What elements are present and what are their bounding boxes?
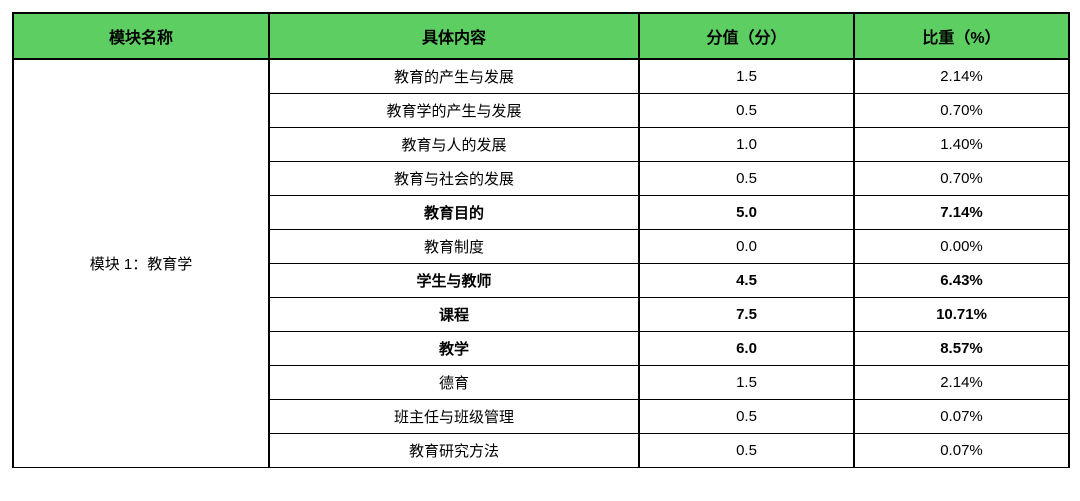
score-cell: 1.0	[639, 128, 854, 162]
weight-cell: 0.00%	[854, 230, 1069, 264]
content-cell: 教育的产生与发展	[269, 59, 639, 94]
score-cell: 0.5	[639, 94, 854, 128]
content-cell: 教学	[269, 332, 639, 366]
score-cell: 4.5	[639, 264, 854, 298]
content-cell: 教育与人的发展	[269, 128, 639, 162]
weight-cell: 6.43%	[854, 264, 1069, 298]
content-cell: 课程	[269, 298, 639, 332]
content-cell: 教育研究方法	[269, 434, 639, 468]
weight-cell: 0.70%	[854, 94, 1069, 128]
weight-cell: 0.07%	[854, 434, 1069, 468]
score-cell: 0.5	[639, 162, 854, 196]
col-module: 模块名称	[13, 13, 269, 59]
weight-cell: 2.14%	[854, 59, 1069, 94]
col-score: 分值（分）	[639, 13, 854, 59]
col-weight: 比重（%）	[854, 13, 1069, 59]
table-row: 模块 1：教育学教育的产生与发展1.52.14%	[13, 59, 1069, 94]
content-cell: 教育学的产生与发展	[269, 94, 639, 128]
score-cell: 6.0	[639, 332, 854, 366]
score-cell: 0.5	[639, 434, 854, 468]
module-cell: 模块 1：教育学	[13, 59, 269, 468]
weight-cell: 8.57%	[854, 332, 1069, 366]
score-cell: 0.0	[639, 230, 854, 264]
weight-cell: 10.71%	[854, 298, 1069, 332]
content-cell: 教育目的	[269, 196, 639, 230]
table-body: 模块 1：教育学教育的产生与发展1.52.14%教育学的产生与发展0.50.70…	[13, 59, 1069, 468]
score-cell: 5.0	[639, 196, 854, 230]
content-cell: 德育	[269, 366, 639, 400]
weight-cell: 2.14%	[854, 366, 1069, 400]
score-table: 模块名称 具体内容 分值（分） 比重（%） 模块 1：教育学教育的产生与发展1.…	[12, 12, 1070, 468]
weight-cell: 1.40%	[854, 128, 1069, 162]
score-cell: 1.5	[639, 366, 854, 400]
score-cell: 0.5	[639, 400, 854, 434]
weight-cell: 0.70%	[854, 162, 1069, 196]
content-cell: 教育制度	[269, 230, 639, 264]
weight-cell: 0.07%	[854, 400, 1069, 434]
weight-cell: 7.14%	[854, 196, 1069, 230]
content-cell: 教育与社会的发展	[269, 162, 639, 196]
score-cell: 1.5	[639, 59, 854, 94]
content-cell: 学生与教师	[269, 264, 639, 298]
table-header-row: 模块名称 具体内容 分值（分） 比重（%）	[13, 13, 1069, 59]
content-cell: 班主任与班级管理	[269, 400, 639, 434]
col-content: 具体内容	[269, 13, 639, 59]
score-cell: 7.5	[639, 298, 854, 332]
